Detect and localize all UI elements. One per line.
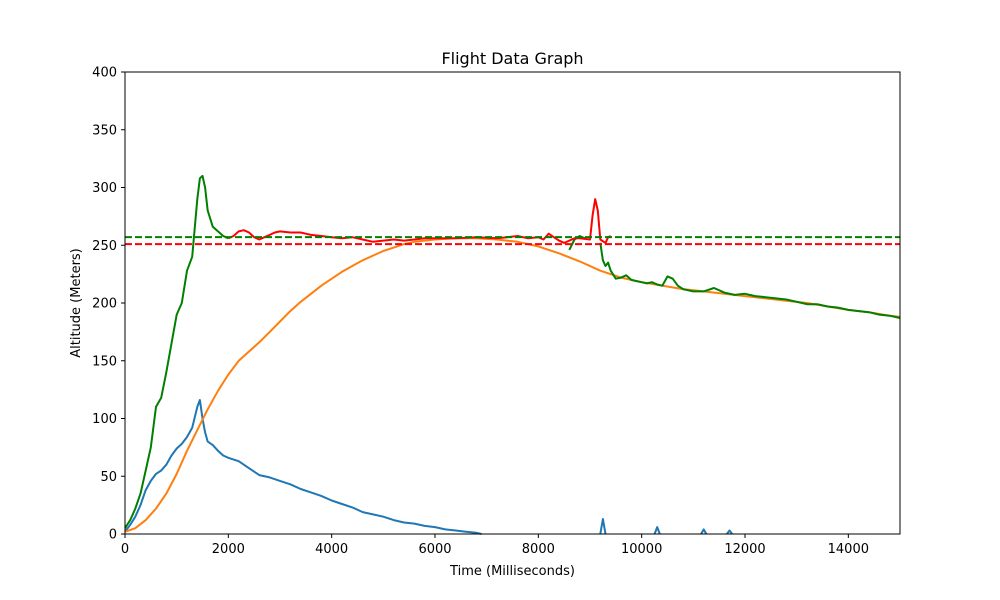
plot-area — [124, 174, 901, 535]
y-axis-label: Altitude (Meters) — [69, 248, 84, 358]
y-tick-label: 150 — [92, 354, 117, 369]
series-0-line-segment-0 — [124, 399, 482, 535]
y-tick-label: 400 — [92, 66, 117, 81]
y-tick-label: 50 — [100, 470, 117, 485]
x-tick-label: 12000 — [724, 542, 765, 557]
series-3-line-segment-0 — [227, 198, 612, 244]
x-tick-label: 6000 — [418, 542, 451, 557]
x-tick-label: 10000 — [621, 542, 662, 557]
series-0-line-segment-1 — [599, 518, 607, 535]
y-tick-label: 0 — [109, 528, 117, 543]
x-axis: 0 2000 4000 6000 8000 10000 12000 14000 — [121, 534, 869, 557]
x-tick-label: 0 — [121, 542, 129, 557]
y-axis: 0 50 100 150 200 250 300 350 400 — [92, 66, 125, 543]
x-tick-label: 8000 — [522, 542, 555, 557]
series-2-line-segment-0 — [124, 174, 229, 529]
series-2-line-segment-2 — [599, 242, 901, 319]
y-tick-label: 350 — [92, 123, 117, 138]
series-0-line-segment-4 — [726, 529, 733, 535]
y-tick-label: 200 — [92, 297, 117, 312]
series-0-line-segment-2 — [653, 526, 661, 535]
series-1-line-segment-0 — [124, 237, 901, 533]
x-tick-label: 4000 — [315, 542, 348, 557]
y-tick-label: 250 — [92, 239, 117, 254]
plot-frame — [124, 71, 901, 535]
x-axis-label: Time (Milliseconds) — [449, 564, 575, 579]
x-tick-label: 2000 — [212, 542, 245, 557]
chart-title: Flight Data Graph — [441, 49, 583, 68]
reference-lines — [125, 236, 900, 246]
series-0-line-segment-3 — [700, 528, 708, 535]
y-tick-label: 100 — [92, 412, 117, 427]
y-tick-label: 300 — [92, 181, 117, 196]
x-tick-label: 14000 — [828, 542, 869, 557]
